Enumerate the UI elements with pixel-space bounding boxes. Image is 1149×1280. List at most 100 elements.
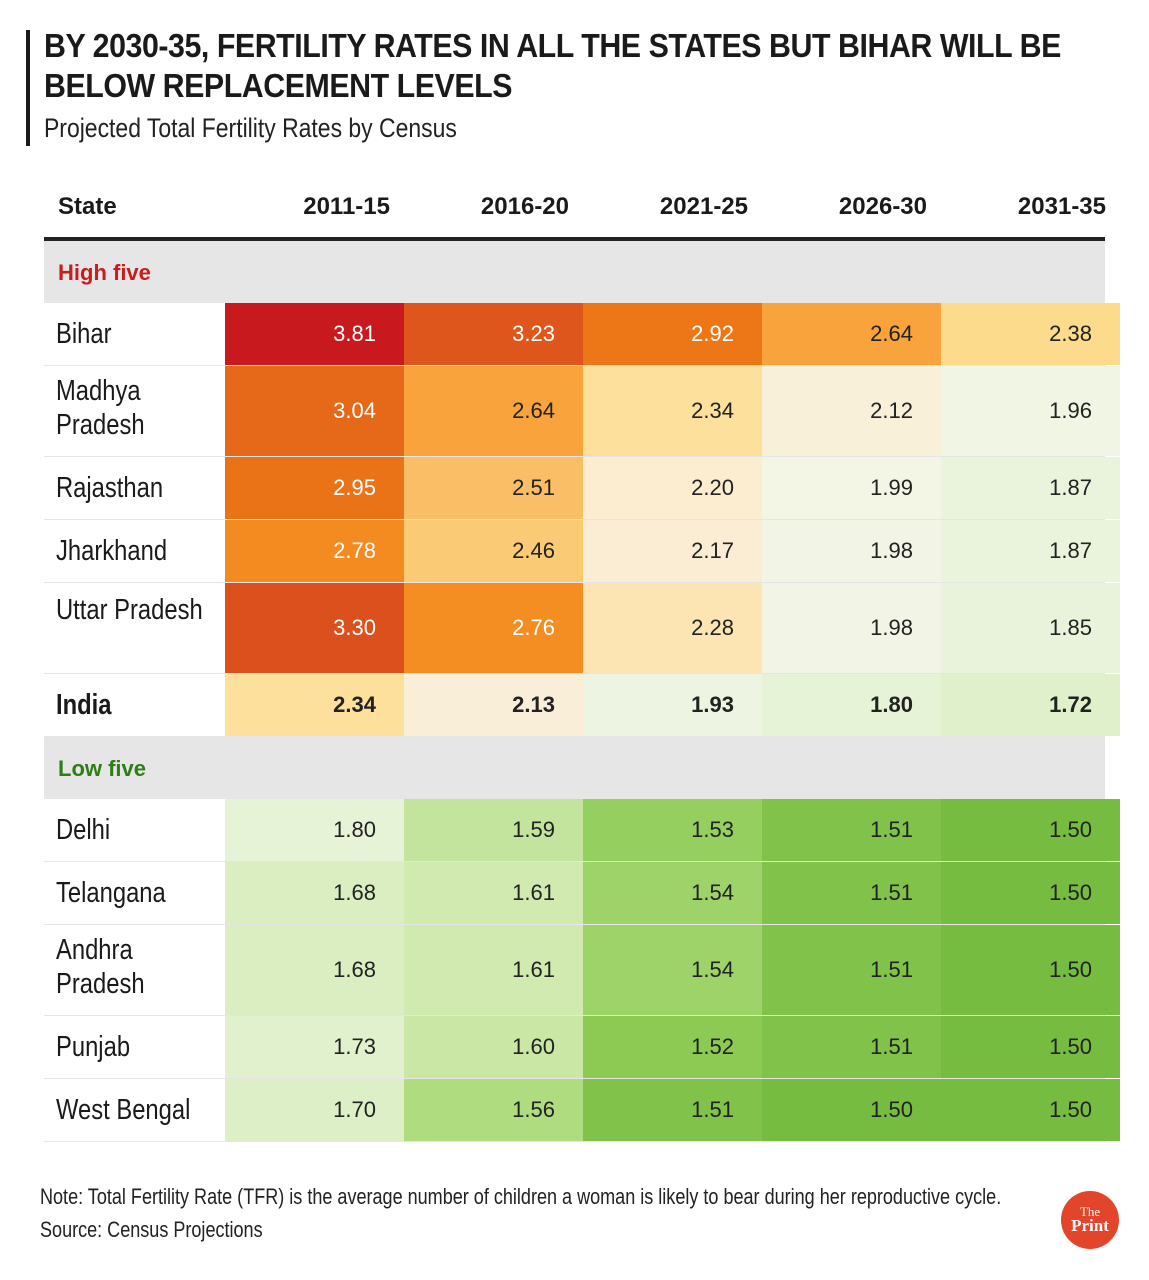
chart-title: BY 2030-35, FERTILITY RATES IN ALL THE S…	[44, 26, 1061, 106]
group-label-low-five: Low five	[58, 756, 147, 781]
cell-value: 1.61	[512, 880, 555, 905]
table-row: Punjab 1.73 1.60 1.52 1.51 1.50	[44, 1016, 1120, 1079]
cell-value: 2.13	[512, 692, 555, 717]
cell-value: 2.76	[512, 615, 555, 640]
cell-value: 1.53	[691, 817, 734, 842]
footer-note: Note: Total Fertility Rate (TFR) is the …	[40, 1184, 1002, 1209]
heatmap-cell: 1.96	[941, 366, 1120, 456]
heatmap-cell: 1.51	[762, 862, 941, 924]
cell-value: 2.78	[333, 538, 376, 563]
title-accent-bar	[26, 30, 30, 146]
cell-value: 1.98	[870, 538, 913, 563]
cell-value: 1.68	[333, 880, 376, 905]
cell-value: 1.51	[870, 880, 913, 905]
state-name: Telangana	[56, 877, 166, 909]
heatmap-cell: 2.76	[404, 583, 583, 673]
cell-value: 1.50	[1049, 1034, 1092, 1059]
heatmap-cell: 1.50	[941, 925, 1120, 1015]
heatmap-cell: 1.52	[583, 1016, 762, 1078]
state-name: Madhya Pradesh	[56, 375, 145, 441]
heatmap-cell: 1.70	[225, 1079, 404, 1141]
state-name: Rajasthan	[56, 472, 164, 504]
table-row: Uttar Pradesh 3.30 2.76 2.28 1.98 1.85	[44, 583, 1120, 674]
heatmap-cell: 1.61	[404, 862, 583, 924]
footer-source: Source: Census Projections	[40, 1217, 263, 1242]
state-name: Uttar Pradesh	[56, 594, 203, 626]
cell-value: 1.56	[512, 1097, 555, 1122]
column-header-year: 2021-25	[659, 193, 748, 220]
table-row: Rajasthan 2.95 2.51 2.20 1.99 1.87	[44, 457, 1120, 520]
cell-value: 2.64	[870, 321, 913, 346]
heatmap-cell: 1.51	[762, 925, 941, 1015]
cell-value: 1.50	[1049, 1097, 1092, 1122]
cell-value: 2.20	[691, 475, 734, 500]
state-name: Andhra Pradesh	[56, 934, 145, 1000]
heatmap-cell: 2.28	[583, 583, 762, 673]
heatmap-cell: 3.04	[225, 366, 404, 456]
column-header-year: 2031-35	[1017, 193, 1106, 220]
heatmap-cell: 2.92	[583, 303, 762, 365]
heatmap-cell: 3.30	[225, 583, 404, 673]
heatmap-cell: 1.73	[225, 1016, 404, 1078]
heatmap-cell: 2.20	[583, 457, 762, 519]
cell-value: 1.51	[691, 1097, 734, 1122]
heatmap-cell: 1.98	[762, 520, 941, 582]
heatmap-cell: 1.60	[404, 1016, 583, 1078]
cell-value: 2.17	[691, 538, 734, 563]
table-row-india: India 2.34 2.13 1.93 1.80 1.72	[44, 674, 1120, 737]
cell-value: 1.80	[333, 817, 376, 842]
cell-value: 1.68	[333, 957, 376, 982]
heatmap-cell: 1.93	[583, 674, 762, 736]
cell-value: 3.30	[333, 615, 376, 640]
table-header-row: State 2011-15 2016-20 2021-25 2026-30 2031-35	[44, 175, 1106, 241]
heatmap-cell: 1.87	[941, 520, 1120, 582]
heatmap-cell: 2.17	[583, 520, 762, 582]
table-row: Madhya Pradesh 3.04 2.64 2.34 2.12 1.96	[44, 366, 1120, 457]
cell-value: 1.51	[870, 957, 913, 982]
heatmap-cell: 2.64	[404, 366, 583, 456]
heatmap-cell: 1.50	[762, 1079, 941, 1141]
heatmap-cell: 1.50	[941, 1016, 1120, 1078]
heatmap-cell: 1.80	[762, 674, 941, 736]
heatmap-cell: 2.12	[762, 366, 941, 456]
table-row: Telangana 1.68 1.61 1.54 1.51 1.50	[44, 862, 1120, 925]
heatmap-cell: 2.64	[762, 303, 941, 365]
column-header-year: 2016-20	[480, 193, 569, 220]
heatmap-cell: 2.38	[941, 303, 1120, 365]
state-name: Jharkhand	[56, 535, 168, 567]
fertility-table: State 2011-15 2016-20 2021-25 2026-30 2031-35…	[44, 175, 1120, 1142]
cell-value: 1.99	[870, 475, 913, 500]
cell-value: 1.60	[512, 1034, 555, 1059]
heatmap-cell: 1.51	[762, 1016, 941, 1078]
heatmap-cell: 1.51	[762, 799, 941, 861]
cell-value: 1.51	[870, 817, 913, 842]
heatmap-cell: 1.68	[225, 925, 404, 1015]
cell-value: 1.51	[870, 1034, 913, 1059]
table-row: Jharkhand 2.78 2.46 2.17 1.98 1.87	[44, 520, 1120, 583]
cell-value: 1.87	[1049, 538, 1092, 563]
group-label-high-five: High five	[58, 260, 151, 285]
heatmap-cell: 3.81	[225, 303, 404, 365]
cell-value: 1.50	[1049, 880, 1092, 905]
state-name: Bihar	[56, 318, 112, 350]
heatmap-cell: 1.87	[941, 457, 1120, 519]
cell-value: 1.93	[691, 692, 734, 717]
title-line-2: BELOW REPLACEMENT LEVELS	[44, 67, 512, 104]
cell-value: 1.72	[1049, 692, 1092, 717]
heatmap-cell: 1.99	[762, 457, 941, 519]
table-row: Delhi 1.80 1.59 1.53 1.51 1.50	[44, 799, 1120, 862]
table-row: Andhra Pradesh 1.68 1.61 1.54 1.51 1.50	[44, 925, 1120, 1016]
logo-text-the: The	[1080, 1204, 1100, 1219]
cell-value: 1.98	[870, 615, 913, 640]
heatmap-cell: 2.95	[225, 457, 404, 519]
heatmap-cell: 2.46	[404, 520, 583, 582]
state-name: Delhi	[56, 814, 111, 846]
heatmap-cell: 1.51	[583, 1079, 762, 1141]
heatmap-cell: 3.23	[404, 303, 583, 365]
heatmap-cell: 1.50	[941, 1079, 1120, 1141]
cell-value: 2.34	[691, 398, 734, 423]
cell-value: 2.28	[691, 615, 734, 640]
cell-value: 1.80	[870, 692, 913, 717]
cell-value: 2.51	[512, 475, 555, 500]
column-header-year: 2026-30	[838, 193, 927, 220]
